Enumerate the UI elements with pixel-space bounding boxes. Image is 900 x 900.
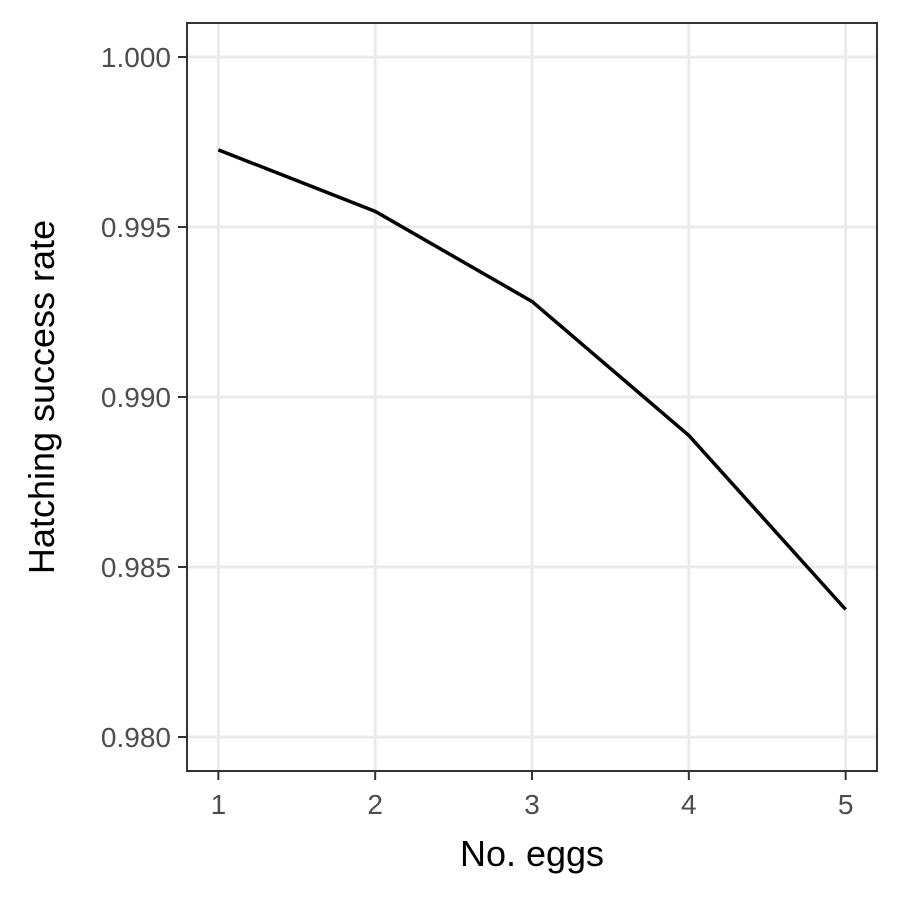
y-tick-label: 0.995 bbox=[101, 212, 171, 243]
x-axis-title: No. eggs bbox=[460, 833, 604, 874]
x-tick-label: 3 bbox=[524, 789, 540, 820]
series-line bbox=[217, 148, 847, 611]
x-tick-label: 1 bbox=[211, 789, 227, 820]
grid bbox=[187, 23, 877, 771]
x-axis: 1 2 3 4 5 bbox=[211, 771, 854, 820]
x-tick-label: 2 bbox=[367, 789, 383, 820]
y-tick-label: 0.985 bbox=[101, 552, 171, 583]
y-axis: 0.980 0.985 0.990 0.995 1.000 bbox=[101, 42, 187, 753]
x-tick-label: 5 bbox=[838, 789, 854, 820]
y-axis-title: Hatching success rate bbox=[21, 220, 62, 574]
y-tick-label: 0.980 bbox=[101, 722, 171, 753]
x-tick-label: 4 bbox=[681, 789, 697, 820]
y-tick-label: 1.000 bbox=[101, 42, 171, 73]
y-tick-label: 0.990 bbox=[101, 382, 171, 413]
series-layer bbox=[217, 148, 847, 611]
